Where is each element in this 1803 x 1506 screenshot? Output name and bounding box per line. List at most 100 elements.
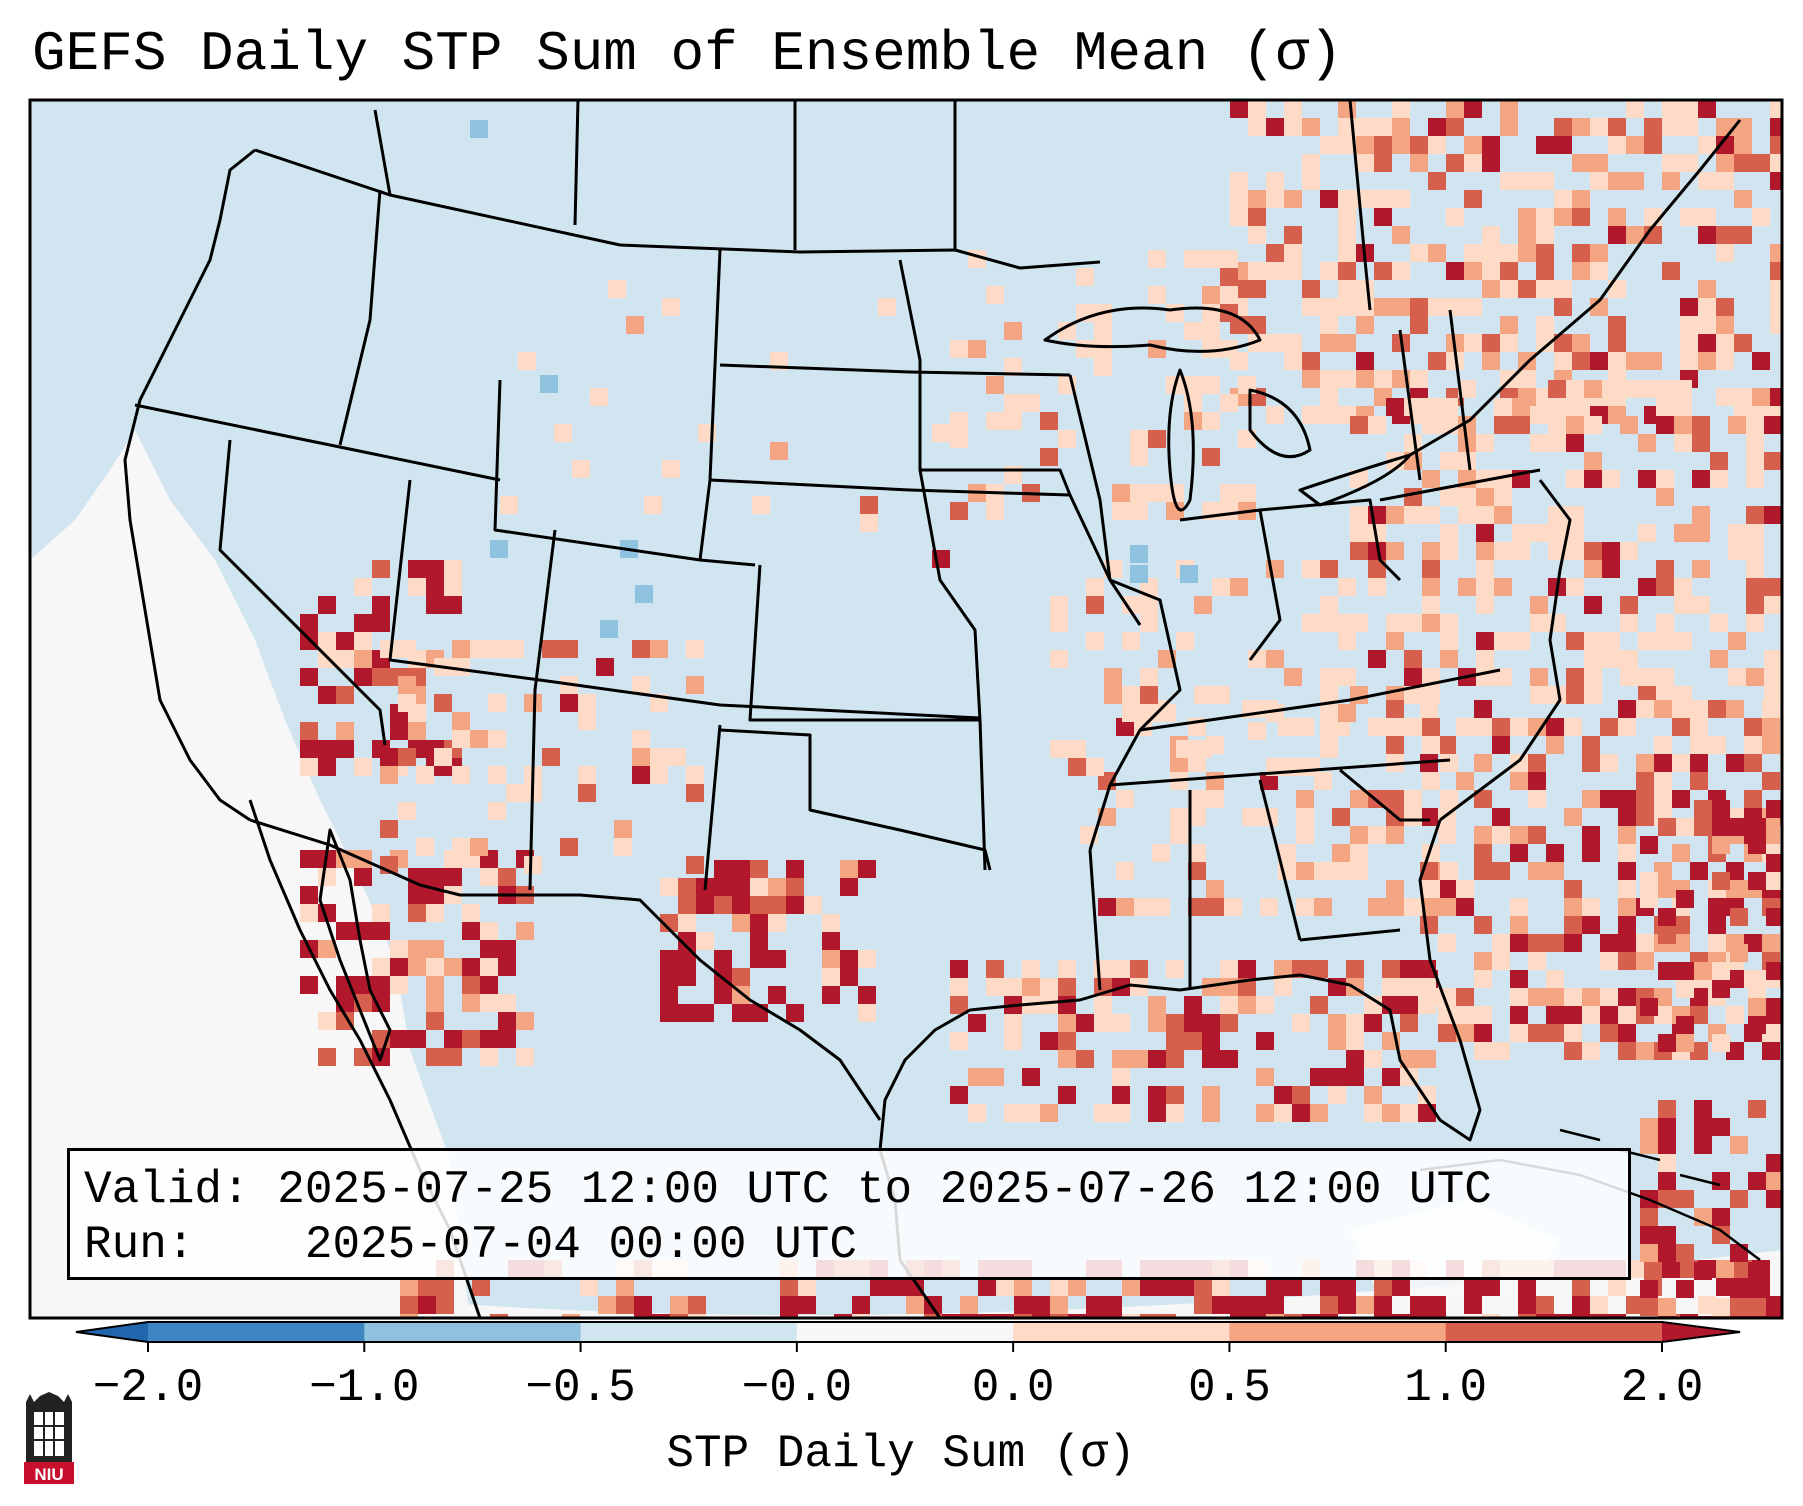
heat-cell (300, 904, 318, 922)
heat-cell (1338, 370, 1356, 388)
heat-cell (1638, 578, 1656, 596)
heat-cell (688, 1296, 706, 1314)
heat-cell (1636, 754, 1654, 772)
heat-cell (1494, 632, 1512, 650)
map-frame (28, 98, 1784, 1320)
heat-cell (1618, 862, 1636, 880)
heat-cell (1338, 208, 1356, 226)
heat-cell (996, 1314, 1014, 1318)
heat-cell (1564, 1006, 1582, 1024)
heat-cell (1554, 298, 1572, 316)
heat-cell (1464, 1296, 1482, 1314)
heat-cell (1554, 118, 1572, 136)
heat-cell (1474, 1024, 1492, 1042)
heat-cell (1726, 1042, 1744, 1060)
heat-cell (1350, 542, 1368, 560)
heat-cell (614, 838, 632, 856)
heat-cell (524, 856, 542, 874)
heat-cell (1356, 370, 1374, 388)
heat-cell (1166, 1014, 1184, 1032)
heat-cell (860, 496, 878, 514)
heat-cell (1474, 1042, 1492, 1060)
heat-cell (1338, 100, 1356, 118)
heat-cell (1328, 1014, 1346, 1032)
heat-cell (1640, 1298, 1658, 1316)
heat-cell (1296, 898, 1314, 916)
heat-cell (480, 868, 498, 886)
heat-cell (336, 650, 354, 668)
heat-cell (1536, 136, 1554, 154)
heat-cell (1284, 1278, 1302, 1296)
heat-cell (372, 668, 390, 686)
heat-cell (1386, 790, 1404, 808)
heat-cell (408, 958, 426, 976)
heat-cell (1590, 298, 1608, 316)
heat-cell (1548, 434, 1566, 452)
heat-cell (560, 640, 578, 658)
heat-cell (1224, 898, 1242, 916)
heat-cell (1746, 416, 1764, 434)
heat-cell (1112, 1068, 1130, 1086)
heat-cell (1188, 790, 1206, 808)
heat-cell (1350, 686, 1368, 704)
heat-cell (1274, 978, 1292, 996)
heat-cell (1746, 542, 1764, 560)
heat-cell (1302, 280, 1320, 298)
heat-cell (1248, 208, 1266, 226)
heat-cell (318, 758, 336, 776)
heat-cell (1762, 1024, 1780, 1042)
heat-cell (1764, 452, 1782, 470)
heat-cell (1148, 1086, 1166, 1104)
heat-cell (678, 950, 696, 968)
colorbar-tick-label: −1.0 (309, 1362, 420, 1414)
heat-cell (1734, 388, 1752, 406)
heat-cell (498, 868, 516, 886)
heat-cell (1674, 398, 1692, 416)
heat-cell (1618, 898, 1636, 916)
heat-cell (1658, 1172, 1676, 1190)
heat-cell (1440, 452, 1458, 470)
heat-cell (1230, 172, 1248, 190)
heat-cell (1440, 398, 1458, 416)
heat-cell (1494, 542, 1512, 560)
colorbar-bin (1229, 1322, 1447, 1342)
heat-cell (578, 694, 596, 712)
heat-cell (452, 640, 470, 658)
heat-cell (1676, 1244, 1694, 1262)
heat-cell (318, 940, 336, 958)
heat-cell (1694, 1262, 1712, 1280)
heat-cell (1636, 772, 1654, 790)
heat-cell (1474, 952, 1492, 970)
heat-cell (1094, 1014, 1112, 1032)
heat-cell (660, 1004, 678, 1022)
heat-cell (1770, 1314, 1782, 1318)
heat-cell (1510, 1024, 1528, 1042)
heat-cell (1314, 862, 1332, 880)
heat-cell (986, 286, 1004, 304)
heat-cell (1004, 1032, 1022, 1050)
heat-cell (1392, 1314, 1410, 1318)
heat-cell (1510, 988, 1528, 1006)
heat-cell (660, 968, 678, 986)
heat-cell (1248, 280, 1266, 298)
heat-cell (1148, 996, 1166, 1014)
heat-cell (426, 1048, 444, 1066)
heat-cell (1476, 488, 1494, 506)
heat-cell (472, 1278, 490, 1296)
heat-cell (1694, 818, 1712, 836)
heat-cell (1338, 190, 1356, 208)
heat-cell (1058, 1086, 1076, 1104)
heat-cell (1040, 412, 1058, 430)
heat-cell (300, 976, 318, 994)
heat-cell (1708, 700, 1726, 718)
heat-cell (1148, 484, 1166, 502)
heat-cell (1206, 772, 1224, 790)
heat-cell (632, 676, 650, 694)
heat-cell (1748, 998, 1766, 1016)
heat-cell (426, 904, 444, 922)
heat-cell (1338, 298, 1356, 316)
heat-cell (300, 614, 318, 632)
heat-cell (490, 540, 508, 558)
heat-cell (1644, 1260, 1662, 1278)
